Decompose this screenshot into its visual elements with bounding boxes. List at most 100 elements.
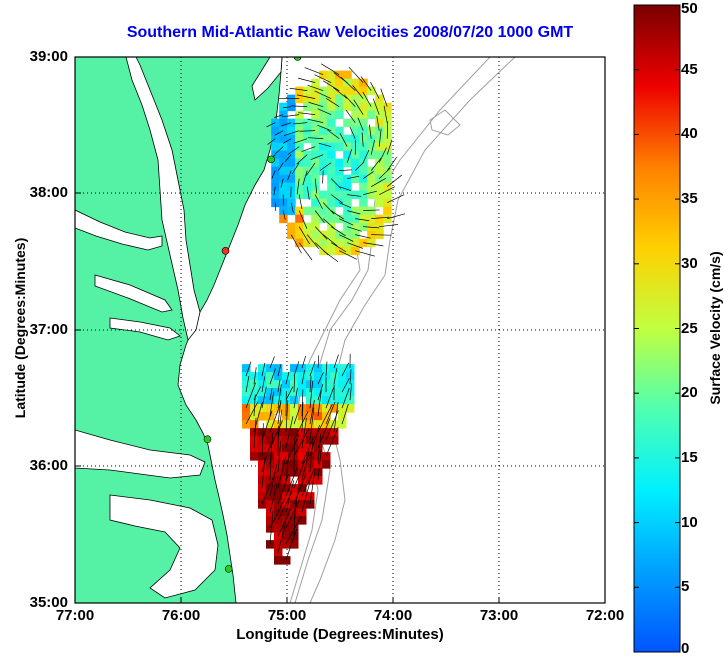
velocity-cell <box>303 207 312 216</box>
velocity-cell <box>314 396 323 405</box>
velocity-cell <box>298 364 307 373</box>
velocity-cell <box>375 95 384 104</box>
velocity-cell <box>266 500 275 509</box>
x-tick-label: 76:00 <box>151 607 211 624</box>
velocity-cell <box>327 215 336 224</box>
velocity-cell <box>311 79 320 88</box>
velocity-cell <box>359 215 368 224</box>
velocity-cell <box>327 151 336 160</box>
velocity-cell <box>282 436 291 445</box>
velocity-cell <box>343 143 352 152</box>
velocity-cell <box>279 167 288 176</box>
velocity-cell <box>322 436 331 445</box>
station-marker <box>222 247 229 254</box>
velocity-cell <box>266 380 275 389</box>
velocity-cell <box>279 215 288 224</box>
velocity-cell <box>319 151 328 160</box>
velocity-cell <box>367 103 376 112</box>
velocity-cell <box>271 135 280 144</box>
velocity-cell <box>343 215 352 224</box>
velocity-cell <box>359 87 368 96</box>
velocity-cell <box>359 183 368 192</box>
velocity-cell <box>335 191 344 200</box>
velocity-cell <box>351 111 360 120</box>
velocity-cell <box>271 119 280 128</box>
velocity-cell <box>367 127 376 135</box>
velocity-cell <box>266 516 275 525</box>
velocity-cell <box>258 364 267 373</box>
velocity-cell <box>266 524 275 533</box>
velocity-cell <box>279 143 288 152</box>
velocity-cell <box>338 380 347 389</box>
velocity-cell <box>367 167 376 176</box>
velocity-cell <box>271 127 280 135</box>
velocity-cell <box>343 183 352 192</box>
colorbar-tick-label: 0 <box>681 640 721 657</box>
velocity-cell <box>303 103 312 112</box>
velocity-cell <box>351 119 360 128</box>
velocity-cell <box>335 95 344 104</box>
velocity-cell <box>335 87 344 96</box>
velocity-cell <box>266 428 275 437</box>
velocity-cell <box>250 372 259 381</box>
velocity-cell <box>338 372 347 381</box>
velocity-cell <box>271 191 280 200</box>
velocity-cell <box>375 119 384 128</box>
colorbar-tick-label: 45 <box>681 61 721 78</box>
velocity-cell <box>295 167 304 176</box>
velocity-cell <box>359 167 368 176</box>
velocity-cell <box>306 372 315 381</box>
velocity-cell <box>274 492 283 501</box>
velocity-cell <box>335 175 344 184</box>
velocity-cell <box>319 239 328 248</box>
velocity-cell <box>290 412 299 421</box>
velocity-cell <box>282 556 291 565</box>
velocity-cell <box>335 143 344 152</box>
velocity-cell <box>351 159 360 168</box>
velocity-cell <box>258 380 267 389</box>
velocity-cell <box>290 396 299 405</box>
x-axis-label: Longitude (Degrees:Minutes) <box>75 626 605 643</box>
velocity-cell <box>351 175 360 184</box>
velocity-cell <box>322 404 331 413</box>
velocity-cell <box>330 364 339 373</box>
velocity-cell <box>279 151 288 160</box>
velocity-cell <box>258 428 267 437</box>
velocity-cell <box>338 388 347 397</box>
velocity-cell <box>327 167 336 176</box>
station-marker <box>225 565 232 572</box>
velocity-cell <box>367 87 376 96</box>
velocity-cell <box>319 135 328 144</box>
velocity-cell <box>327 247 336 256</box>
velocity-cell <box>282 372 291 381</box>
velocity-cell <box>343 151 352 160</box>
colorbar-tick-label: 20 <box>681 384 721 401</box>
velocity-cell <box>287 175 296 184</box>
velocity-cell <box>338 404 347 413</box>
colorbar-tick-label: 15 <box>681 449 721 466</box>
velocity-cell <box>242 404 251 413</box>
velocity-cell <box>327 111 336 120</box>
velocity-cell <box>322 452 331 461</box>
velocity-cell <box>274 396 283 405</box>
velocity-cell <box>351 207 360 216</box>
y-tick-label: 35:00 <box>8 594 68 611</box>
velocity-cell <box>303 95 312 104</box>
velocity-cell <box>335 79 344 88</box>
velocity-cell <box>322 460 331 469</box>
velocity-cell <box>242 364 251 373</box>
velocity-cell <box>282 540 291 549</box>
velocity-cell <box>242 380 251 389</box>
velocity-cell <box>266 508 275 517</box>
x-tick-label: 74:00 <box>363 607 423 624</box>
velocity-cell <box>311 199 320 208</box>
velocity-cell <box>359 135 368 144</box>
velocity-cell <box>290 508 299 517</box>
velocity-cell <box>319 207 328 216</box>
velocity-cell <box>298 516 307 525</box>
velocity-cell <box>351 127 360 135</box>
velocity-cell <box>295 143 304 152</box>
velocity-cell <box>274 500 283 509</box>
velocity-cell <box>367 143 376 152</box>
